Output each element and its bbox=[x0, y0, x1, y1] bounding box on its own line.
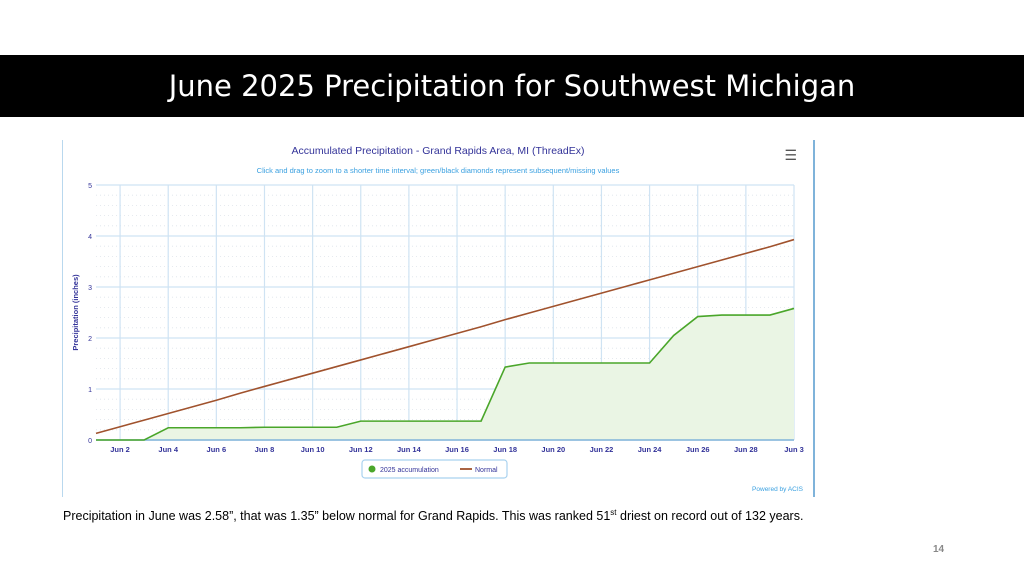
x-tick-label: Jun 26 bbox=[686, 445, 710, 454]
caption-text-end: driest on record out of 132 years. bbox=[616, 509, 804, 524]
x-tick-label: Jun 3 bbox=[784, 445, 804, 454]
x-tick-label: Jun 16 bbox=[445, 445, 469, 454]
legend-2025-label[interactable]: 2025 accumulation bbox=[380, 467, 439, 474]
page-number: 14 bbox=[933, 544, 945, 555]
series-2025-area bbox=[96, 308, 794, 440]
x-tick-label: Jun 10 bbox=[301, 445, 325, 454]
legend-box bbox=[361, 459, 508, 479]
x-tick-label: Jun 28 bbox=[734, 445, 758, 454]
y-tick-label: 2 bbox=[88, 336, 92, 343]
y-tick-label: 3 bbox=[88, 285, 92, 292]
x-tick-label: Jun 4 bbox=[158, 445, 178, 454]
x-tick-label: Jun 18 bbox=[493, 445, 517, 454]
series-2025-line bbox=[96, 307, 795, 441]
legend-2025-marker bbox=[368, 465, 376, 473]
series-normal-line bbox=[95, 238, 795, 435]
x-tick-label: Jun 14 bbox=[397, 445, 422, 454]
x-tick-label: Jun 12 bbox=[349, 445, 373, 454]
chart-plot[interactable]: 0 1 2 3 4 5 Jun 2 Jun 4 Jun 6 Jun 8 Jun 10 Jun 12 Ju… bbox=[63, 140, 813, 497]
y-tick-label: 0 bbox=[88, 438, 92, 445]
chart-title: Accumulated Precipitation - Grand Rapids… bbox=[291, 145, 585, 157]
chart-container[interactable]: Accumulated Precipitation - Grand Rapids… bbox=[62, 140, 815, 497]
x-tick-label: Jun 6 bbox=[207, 445, 227, 454]
y-tick-label: 1 bbox=[88, 387, 92, 394]
caption-text: Precipitation in June was 2.58”, that wa… bbox=[63, 509, 611, 524]
x-tick-label: Jun 24 bbox=[638, 445, 663, 454]
y-tick-label: 4 bbox=[88, 234, 92, 241]
hamburger-menu-icon[interactable]: ☰ bbox=[784, 147, 797, 163]
slide-title-banner: June 2025 Precipitation for Southwest Mi… bbox=[0, 55, 1024, 117]
slide-caption: Precipitation in June was 2.58”, that wa… bbox=[63, 508, 803, 523]
caption-superscript: st bbox=[610, 508, 617, 517]
x-tick-label: Jun 20 bbox=[541, 445, 565, 454]
y-axis-label: Precipitation (inches) bbox=[71, 274, 80, 351]
powered-by-link[interactable]: Powered by ACIS bbox=[752, 486, 803, 493]
x-tick-label: Jun 22 bbox=[590, 445, 614, 454]
x-tick-label: Jun 2 bbox=[110, 445, 130, 454]
legend-normal-label[interactable]: Normal bbox=[475, 467, 498, 474]
slide-title: June 2025 Precipitation for Southwest Mi… bbox=[168, 69, 856, 103]
y-tick-label: 5 bbox=[88, 183, 92, 190]
x-tick-label: Jun 8 bbox=[255, 445, 275, 454]
chart-subtitle: Click and drag to zoom to a shorter time… bbox=[256, 166, 620, 175]
